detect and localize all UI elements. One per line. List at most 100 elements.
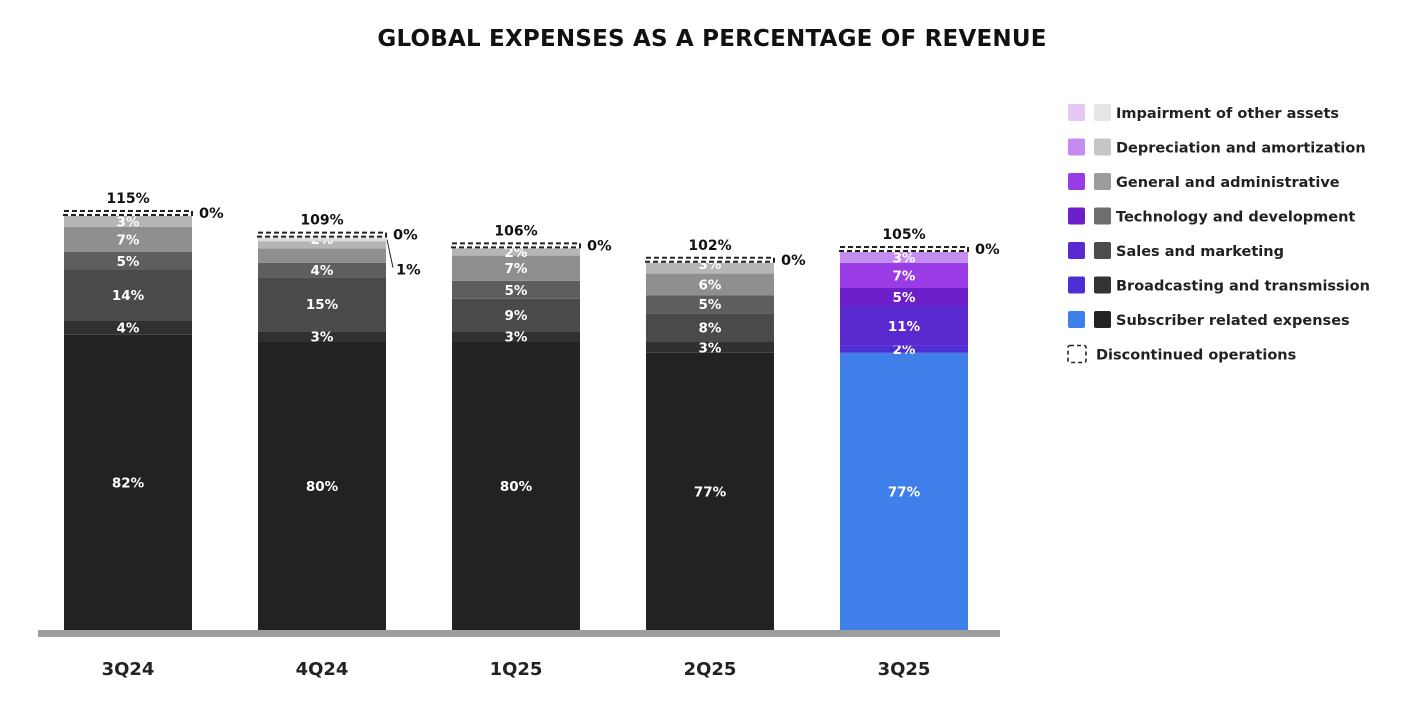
- total-label: 109%: [300, 213, 343, 229]
- segment-depreciation-and-amortization-1Q25: [452, 248, 580, 256]
- category-labels: 3Q24 4Q24 1Q25 2Q25 3Q25: [102, 659, 931, 680]
- segment-sales-and-marketing-4Q24: [258, 277, 386, 332]
- segment-label: 7%: [505, 261, 528, 277]
- segment-broadcasting-and-transmission-4Q24: [258, 331, 386, 342]
- legend-swatch-color: [1068, 104, 1085, 121]
- segment-label: 3%: [505, 330, 528, 346]
- legend-swatch-gray: [1094, 242, 1111, 259]
- legend-swatch-color: [1068, 311, 1085, 328]
- legend-item: Depreciation and amortization: [1068, 138, 1366, 157]
- total-label: 115%: [106, 191, 149, 207]
- category-label-3Q25: 3Q25: [878, 659, 931, 680]
- discontinued-operations-cap: [839, 246, 969, 252]
- segment-subscriber-related-expenses-3Q25: [840, 352, 968, 630]
- bar-1Q25: 80% 3% 9% 5% 7%2% 106% 0%: [451, 223, 612, 630]
- segment-label: 7%: [117, 232, 140, 248]
- legend-swatch-dashed: [1067, 344, 1087, 364]
- segment-label: 8%: [699, 321, 722, 337]
- legend-swatch-gray: [1094, 207, 1111, 225]
- legend-swatch-color: [1068, 242, 1085, 259]
- segment-general-and-administrative-3Q25: [840, 262, 968, 288]
- segment-subscriber-related-expenses-4Q24: [258, 342, 386, 630]
- segment-general-and-administrative-2Q25: [646, 273, 774, 296]
- legend-label: Depreciation and amortization: [1116, 141, 1366, 157]
- chart-title: GLOBAL EXPENSES AS A PERCENTAGE OF REVEN…: [377, 26, 1046, 52]
- discontinued-operations-cap: [63, 210, 193, 216]
- discontinued-operations-cap: [257, 231, 387, 238]
- segment-general-and-administrative-3Q24: [64, 226, 192, 252]
- impairment-label: 1%: [396, 263, 421, 279]
- legend-swatch-gray: [1094, 276, 1111, 294]
- segment-sales-and-marketing-1Q25: [452, 298, 580, 332]
- segment-label: 6%: [699, 277, 722, 293]
- segment-technology-and-development-4Q24: [258, 262, 386, 278]
- segment-label: 5%: [699, 297, 722, 313]
- segment-broadcasting-and-transmission-2Q25: [646, 342, 774, 353]
- segment-technology-and-development-3Q24: [64, 252, 192, 270]
- discontinued-label: 0%: [587, 238, 612, 254]
- legend-swatch-gray: [1094, 138, 1111, 156]
- legend-item: Discontinued operations: [1067, 344, 1296, 364]
- segment-label: 80%: [306, 479, 339, 495]
- segment-sales-and-marketing-2Q25: [646, 313, 774, 342]
- legend-swatch-gray: [1094, 173, 1111, 190]
- category-label-4Q24: 4Q24: [296, 659, 349, 680]
- category-label-2Q25: 2Q25: [684, 659, 737, 680]
- segment-label: 5%: [505, 283, 528, 299]
- segment-label: 14%: [112, 288, 145, 304]
- segment-label: 5%: [893, 290, 916, 306]
- legend-item: Broadcasting and transmission: [1068, 276, 1370, 295]
- segment-label: 4%: [311, 263, 334, 279]
- segment-broadcasting-and-transmission-3Q25: [840, 345, 968, 353]
- legend-label: Subscriber related expenses: [1116, 313, 1350, 329]
- bar-2Q25: 77%3%8%5%6%3%102%0%: [645, 238, 806, 630]
- segment-label: 3%: [699, 340, 722, 356]
- total-label: 105%: [882, 227, 925, 243]
- segment-depreciation-and-amortization-2Q25: [646, 262, 774, 274]
- segment-label: 2%: [505, 245, 528, 261]
- legend-label: Sales and marketing: [1116, 244, 1284, 260]
- bar-3Q24: 82% 4% 14% 5% 7% 3% 115% 0%: [63, 191, 224, 630]
- segment-label: 80%: [500, 479, 533, 495]
- segment-depreciation-and-amortization-3Q24: [64, 216, 192, 227]
- discontinued-operations-cap: [451, 242, 581, 249]
- legend-label: Impairment of other assets: [1116, 106, 1339, 122]
- discontinued-label: 0%: [781, 253, 806, 269]
- segment-depreciation-and-amortization-3Q25: [840, 252, 968, 263]
- legend: Impairment of other assets Depreciation a…: [1067, 104, 1370, 364]
- bars-group: 82% 4% 14% 5% 7% 3% 115% 0% 80% 3% 15% 4% 2% 109% 0% 1%…: [63, 191, 1000, 630]
- legend-swatch-color: [1068, 138, 1085, 156]
- discontinued-label: 0%: [199, 206, 224, 222]
- legend-label: Broadcasting and transmission: [1116, 279, 1370, 295]
- segment-broadcasting-and-transmission-3Q24: [64, 320, 192, 335]
- segment-label: 2%: [893, 342, 916, 358]
- category-label-3Q24: 3Q24: [102, 659, 155, 680]
- segment-depreciation-and-amortization-4Q24: [258, 241, 386, 249]
- legend-item: Sales and marketing: [1068, 242, 1284, 260]
- segment-subscriber-related-expenses-2Q25: [646, 352, 774, 630]
- segment-subscriber-related-expenses-3Q24: [64, 334, 192, 630]
- segment-label: 3%: [311, 330, 334, 346]
- baseline: [38, 630, 1000, 637]
- category-label-1Q25: 1Q25: [490, 659, 543, 680]
- segment-label: 3%: [893, 250, 916, 266]
- legend-swatch-gray: [1094, 311, 1111, 328]
- segment-label: 11%: [888, 319, 921, 335]
- segment-broadcasting-and-transmission-1Q25: [452, 331, 580, 342]
- legend-label: General and administrative: [1116, 175, 1340, 191]
- total-label: 102%: [688, 238, 731, 254]
- segment-subscriber-related-expenses-1Q25: [452, 342, 580, 630]
- segment-technology-and-development-1Q25: [452, 280, 580, 299]
- segment-label: 3%: [117, 214, 140, 230]
- segment-general-and-administrative-4Q24: [258, 248, 386, 263]
- legend-swatch-color: [1068, 207, 1085, 225]
- segment-general-and-administrative-1Q25: [452, 255, 580, 281]
- segment-label: 7%: [893, 268, 916, 284]
- segment-impairment-of-other-assets-4Q24: [258, 237, 386, 242]
- segment-label: 77%: [888, 484, 921, 500]
- legend-swatch-color: [1068, 173, 1085, 190]
- segment-label: 15%: [306, 297, 339, 313]
- segment-technology-and-development-2Q25: [646, 295, 774, 314]
- segment-technology-and-development-3Q25: [840, 288, 968, 306]
